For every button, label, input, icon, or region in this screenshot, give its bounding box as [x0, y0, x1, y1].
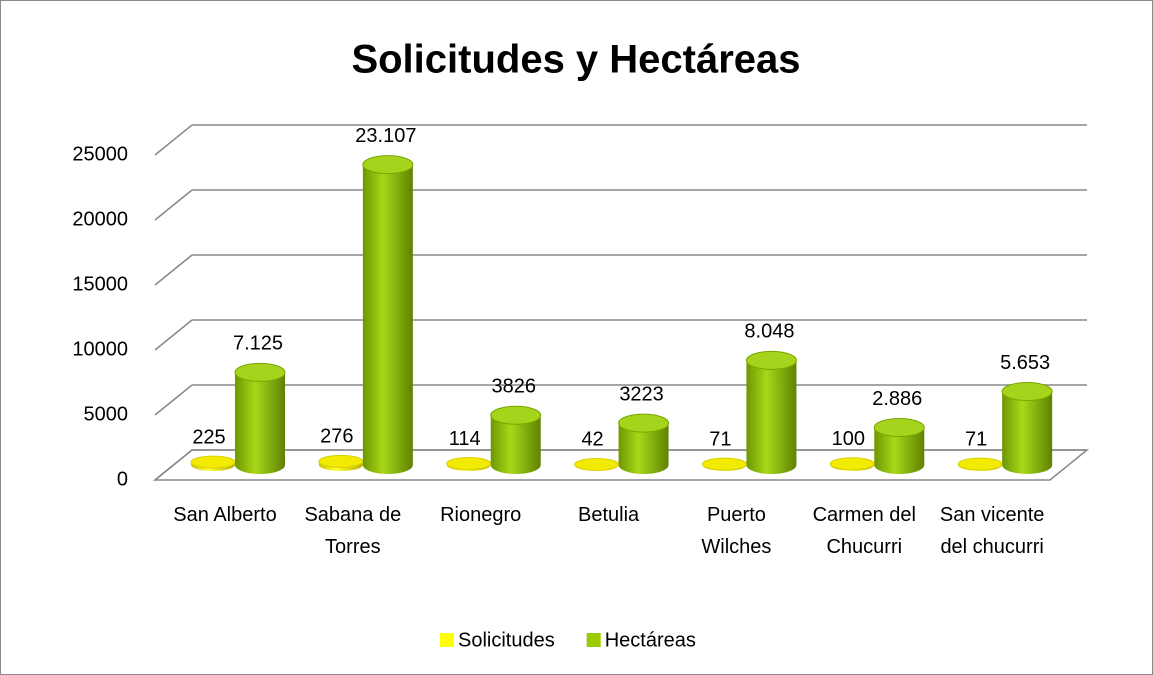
- y-tick-label: 15000: [72, 273, 128, 295]
- data-label: 42: [581, 429, 603, 451]
- data-label: 8.048: [744, 321, 794, 343]
- bar-top: [701, 457, 747, 471]
- bar: [490, 415, 541, 474]
- bar: [746, 360, 797, 474]
- y-tick-label: 20000: [72, 208, 128, 230]
- legend-swatch: [586, 633, 601, 647]
- data-label: 100: [832, 428, 865, 450]
- bar: [362, 164, 413, 474]
- data-label: 225: [192, 426, 225, 448]
- data-label: 5.653: [1000, 352, 1050, 374]
- x-tick-label: Sabana de Torres: [304, 504, 402, 558]
- legend-label: Hectáreas: [605, 629, 696, 651]
- chart-title: Solicitudes y Hectáreas: [351, 38, 800, 82]
- data-label: 71: [709, 428, 731, 450]
- bar-top: [574, 457, 620, 471]
- bar-top: [829, 457, 875, 471]
- legend-swatch: [440, 633, 454, 647]
- data-label: 3223: [619, 383, 664, 405]
- grid-line-side: [154, 124, 193, 156]
- bar: [874, 427, 925, 474]
- bar-top: [873, 417, 925, 437]
- grid-line-side: [154, 449, 193, 481]
- x-tick-label: Betulia: [577, 504, 640, 526]
- bar-top: [1001, 382, 1053, 402]
- bar: [235, 372, 285, 474]
- x-tick-label: San vicente del chucurri: [939, 504, 1045, 558]
- bar-top: [318, 454, 364, 468]
- grid-line-side: [154, 254, 193, 286]
- legend-label: Solicitudes: [458, 629, 555, 651]
- y-tick-label: 25000: [72, 143, 128, 165]
- data-label: 114: [449, 428, 481, 450]
- grid-line-side: [154, 384, 193, 416]
- y-tick-label: 0: [117, 468, 128, 490]
- bar-top: [957, 457, 1003, 471]
- data-label: 7.125: [233, 333, 283, 355]
- data-label: 2.886: [872, 388, 922, 410]
- grid-line-side: [154, 319, 193, 351]
- x-tick-label: Carmen del Chucurri: [812, 504, 916, 558]
- bar-top: [745, 350, 797, 370]
- bar-top: [234, 362, 286, 382]
- data-label: 23.107: [355, 125, 416, 147]
- data-label: 276: [320, 426, 353, 448]
- x-tick-label: Rionegro: [440, 504, 522, 526]
- x-tick-label: San Alberto: [173, 504, 277, 526]
- bar-top: [490, 405, 542, 425]
- x-tick-label: Puerto Wilches: [701, 504, 772, 558]
- grid-line-side: [154, 189, 193, 221]
- bar-top: [362, 155, 414, 175]
- bar-top: [618, 413, 670, 433]
- bar: [618, 423, 669, 474]
- y-tick-label: 10000: [72, 338, 128, 360]
- bar: [1002, 391, 1053, 474]
- y-tick-label: 5000: [84, 403, 129, 425]
- data-label: 3826: [491, 376, 536, 398]
- bar-top: [190, 455, 236, 469]
- bar-top: [446, 457, 492, 471]
- data-label: 71: [965, 428, 987, 450]
